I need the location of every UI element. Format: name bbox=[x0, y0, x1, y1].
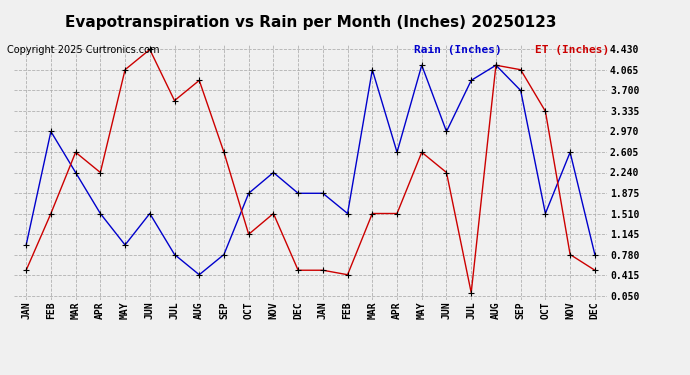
Text: Evapotranspiration vs Rain per Month (Inches) 20250123: Evapotranspiration vs Rain per Month (In… bbox=[65, 15, 556, 30]
Text: ET (Inches): ET (Inches) bbox=[535, 45, 609, 55]
Text: Copyright 2025 Curtronics.com: Copyright 2025 Curtronics.com bbox=[7, 45, 159, 55]
Text: Rain (Inches): Rain (Inches) bbox=[414, 45, 502, 55]
